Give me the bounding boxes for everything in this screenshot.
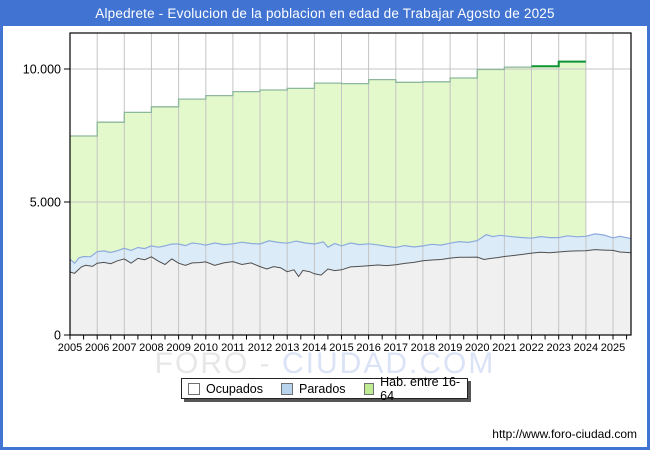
parados-swatch-icon — [280, 382, 293, 395]
parados-line — [69, 233, 632, 265]
hab-16-64-line — [70, 60, 586, 137]
x-axis-tick-label: 2009 — [166, 342, 190, 354]
x-axis-tick-label: 2022 — [519, 342, 543, 354]
x-axis-labels: 2005 2006 2007 2008 2009 2010 2011 2012 2013 2014… — [58, 342, 625, 354]
legend-label-parados: Parados — [298, 381, 346, 396]
x-axis-tick-label: 2006 — [85, 342, 109, 354]
title-bar: Alpedrete - Evolucion de la poblacion en… — [0, 0, 650, 26]
x-axis-tick-label: 2020 — [465, 342, 489, 354]
watermark: FORO - CIUDAD.COM — [0, 347, 650, 381]
x-axis-tick-label: 2013 — [275, 342, 299, 354]
watermark-ciudad: CIUDAD.COM — [281, 347, 496, 380]
x-axis-tick-label: 2024 — [574, 342, 598, 354]
y-axis-tick-label: 0 — [54, 329, 61, 343]
x-axis-tick-label: 2010 — [194, 342, 218, 354]
x-axis-tick-label: 2021 — [492, 342, 516, 354]
y-axis-labels: 0 5.000 10.000 — [23, 63, 61, 343]
ocupados-area — [70, 249, 632, 335]
x-axis-tick-label: 2005 — [58, 342, 82, 354]
x-axis-tick-label: 2015 — [329, 342, 353, 354]
legend-item-hab-16-64: Hab. entre 16-64 — [363, 374, 461, 403]
x-axis-tick-label: 2018 — [411, 342, 435, 354]
legend-label-ocupados: Ocupados — [206, 381, 263, 396]
hab-16-64-swatch-icon — [363, 382, 375, 395]
legend-label-hab-16-64: Hab. entre 16-64 — [380, 374, 461, 403]
x-axis-tick-label: 2008 — [139, 342, 163, 354]
x-axis-tick-label: 2019 — [438, 342, 462, 354]
x-axis-tick-label: 2016 — [356, 342, 380, 354]
x-axis-tick-label: 2012 — [248, 342, 272, 354]
x-axis-tick-label: 2025 — [601, 342, 625, 354]
legend-item-parados: Parados — [280, 381, 346, 396]
x-axis-tick-label: 2011 — [221, 342, 245, 354]
x-axis-tick-label: 2014 — [302, 342, 326, 354]
page-title: Alpedrete - Evolucion de la poblacion en… — [95, 5, 555, 21]
x-axis-tick-label: 2023 — [546, 342, 570, 354]
ocupados-line — [69, 249, 632, 278]
x-axis-tick-label: 2017 — [384, 342, 408, 354]
ocupados-swatch-icon — [188, 382, 200, 395]
x-axis-tick-label: 2007 — [112, 342, 136, 354]
hab-16-64-highlight-line — [531, 60, 586, 68]
legend-item-ocupados: Ocupados — [188, 382, 263, 396]
y-axis-tick-label: 10.000 — [23, 63, 61, 77]
watermark-foro: FORO - — [154, 347, 282, 380]
plot-border — [69, 32, 632, 336]
footer-link[interactable]: http://www.foro-ciudad.com — [492, 427, 637, 441]
y-axis-tick-label: 5.000 — [30, 196, 61, 210]
axis-ticks — [64, 68, 628, 340]
chart-legend: Ocupados Parados Hab. entre 16-64 — [181, 375, 468, 403]
